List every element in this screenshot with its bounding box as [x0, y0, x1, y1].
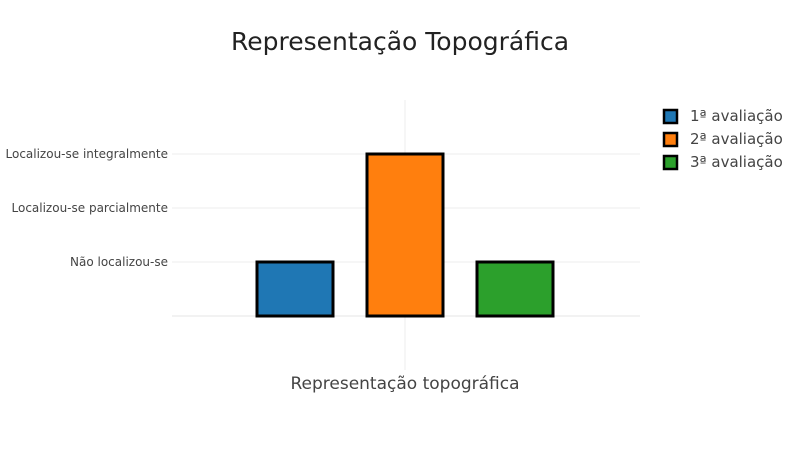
legend-item[interactable]: 1ª avaliação	[662, 107, 783, 125]
x-axis-label: Representação topográfica	[290, 374, 519, 394]
legend[interactable]: 1ª avaliação 2ª avaliação 3ª avaliação	[662, 107, 783, 171]
legend-swatch	[662, 131, 679, 148]
bar[interactable]	[365, 152, 445, 318]
legend-item[interactable]: 2ª avaliação	[662, 130, 783, 148]
y-tick-label: Não localizou-se	[70, 255, 168, 269]
legend-swatch	[662, 154, 679, 171]
legend-label: 1ª avaliação	[690, 107, 783, 125]
bar[interactable]	[255, 260, 335, 318]
legend-swatch	[662, 108, 679, 125]
bar[interactable]	[475, 260, 555, 318]
y-tick-label: Localizou-se integralmente	[6, 147, 169, 161]
legend-item[interactable]: 3ª avaliação	[662, 153, 783, 171]
legend-label: 3ª avaliação	[690, 153, 783, 171]
chart-title: Representação Topográfica	[231, 27, 569, 56]
bars	[255, 152, 555, 318]
legend-label: 2ª avaliação	[690, 130, 783, 148]
y-tick-label: Localizou-se parcialmente	[12, 201, 169, 215]
y-axis-ticks: Não localizou-se Localizou-se parcialment…	[6, 147, 169, 269]
